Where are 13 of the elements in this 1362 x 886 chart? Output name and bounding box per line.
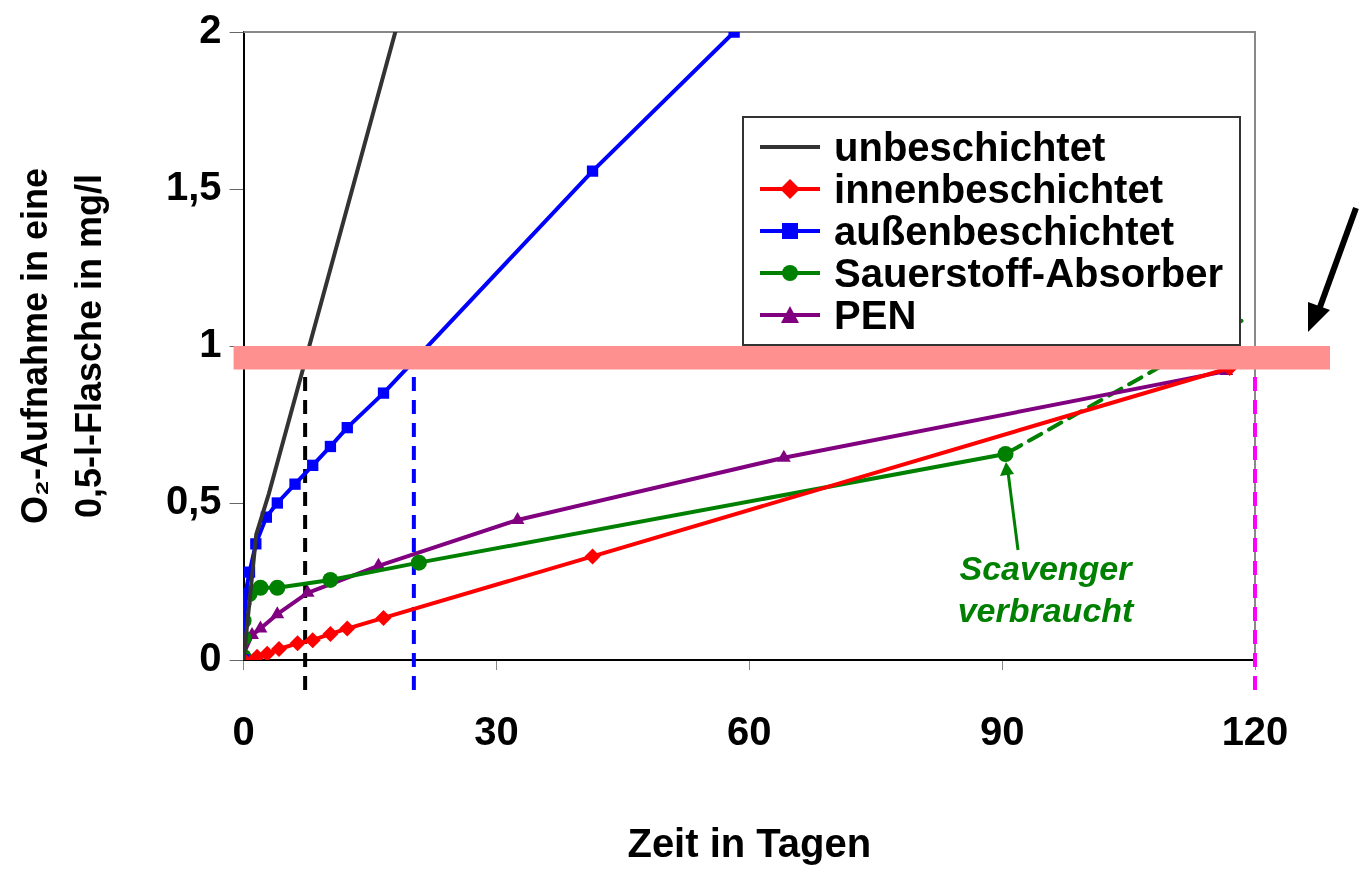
- x-tick-label: 0: [232, 709, 255, 754]
- x-tick-label: 30: [474, 709, 519, 754]
- y-tick-label: 1: [199, 321, 222, 366]
- y-tick-label: 0,5: [166, 478, 222, 523]
- y-tick-label: 0: [199, 635, 222, 680]
- y-tick-label: 1,5: [166, 164, 222, 209]
- y-axis-title: O₂-Aufnahme in eine 0,5-l-Flasche in mg/l: [13, 167, 109, 525]
- x-tick-label: 90: [979, 709, 1025, 754]
- annotation: Scavenger verbraucht: [957, 549, 1136, 630]
- x-tick-label: 60: [727, 709, 772, 754]
- x-tick-label: 120: [1221, 709, 1289, 754]
- y-tick-label: 2: [199, 7, 222, 52]
- x-axis-title: Zeit in Tagen: [627, 821, 872, 866]
